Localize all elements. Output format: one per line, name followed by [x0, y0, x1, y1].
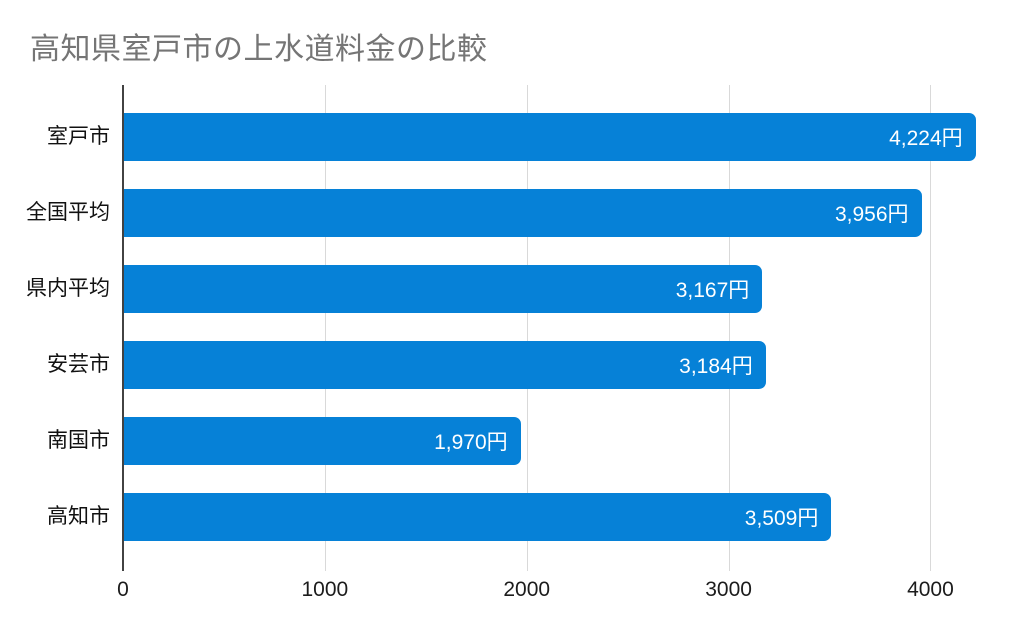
bar-value-label: 1,970円: [434, 431, 508, 454]
bar: 3,956円: [123, 189, 922, 237]
bar: 4,224円: [123, 113, 976, 161]
category-label: 県内平均: [26, 277, 110, 300]
y-axis-line: [122, 85, 124, 571]
gridline: [930, 85, 932, 571]
bar: 1,970円: [123, 417, 521, 465]
bar-value-label: 3,184円: [679, 355, 753, 378]
bar: 3,167円: [123, 265, 763, 313]
category-label: 南国市: [47, 429, 110, 452]
category-label: 安芸市: [47, 353, 110, 376]
bar: 3,509円: [123, 493, 832, 541]
x-axis-labels: 0 1000 2000 3000 4000: [117, 578, 991, 608]
gridline: [526, 85, 528, 571]
plot-area: 4,224円 3,956円 3,167円 3,184円 1,970円 3,509円: [122, 85, 991, 571]
bar-value-label: 3,956円: [834, 203, 909, 226]
bar-value-label: 3,167円: [675, 279, 750, 302]
category-label: 全国平均: [26, 201, 110, 224]
bar: 3,184円: [123, 341, 766, 389]
y-axis-labels: 室戸市全国平均県内平均安芸市南国市高知市: [0, 85, 110, 571]
gridline: [728, 85, 730, 571]
bar-value-label: 4,224円: [889, 127, 963, 150]
chart-title: 高知県室戸市の上水道料金の比較: [30, 33, 488, 66]
x-tick-label: 4000: [907, 578, 954, 601]
x-tick-label: 3000: [705, 578, 752, 601]
bar-value-label: 3,509円: [744, 507, 819, 530]
x-tick-label: 1000: [301, 578, 349, 601]
gridline: [324, 85, 326, 571]
category-label: 高知市: [47, 505, 110, 528]
x-tick-label: 0: [117, 578, 129, 601]
x-tick-label: 2000: [503, 578, 551, 601]
category-label: 室戸市: [47, 125, 110, 148]
